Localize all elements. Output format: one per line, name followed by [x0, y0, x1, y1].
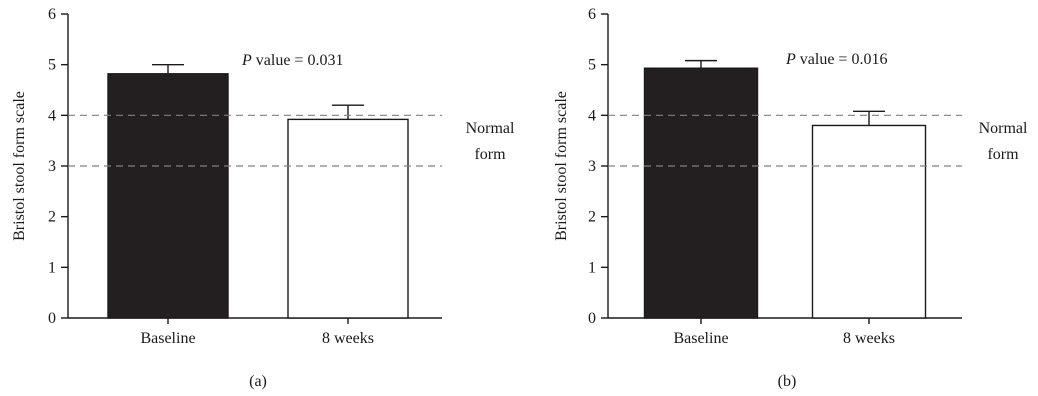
bar — [811, 124, 927, 319]
y-tick-label: 6 — [48, 6, 56, 23]
x-category-label: Baseline — [140, 330, 195, 347]
reference-band-label: Normal — [979, 120, 1028, 137]
p-value-annotation: P value = 0.016 — [785, 51, 887, 68]
panel-b: 0 1 2 3 4 5 6 Bristol stool form scale Baseline 8… — [553, 6, 1028, 390]
y-tick-label: 1 — [588, 259, 596, 276]
bar — [643, 67, 759, 319]
panel-a: 0 1 2 3 4 5 6 Bristol stool form scale Baseline 8… — [11, 6, 515, 390]
y-tick-label: 0 — [48, 310, 56, 327]
y-tick-label: 2 — [588, 209, 596, 226]
p-italic: P — [785, 51, 796, 68]
p-value-text: value = 0.031 — [252, 52, 344, 69]
y-tick-label: 6 — [588, 6, 596, 23]
x-category-label: 8 weeks — [322, 330, 374, 347]
reference-band-label: form — [987, 146, 1019, 163]
x-category-label: Baseline — [673, 330, 728, 347]
y-tick-label: 4 — [588, 107, 596, 124]
panel-label: (b) — [778, 373, 797, 390]
y-tick-label: 1 — [48, 259, 56, 276]
y-tick-label: 0 — [588, 310, 596, 327]
p-value-text: value = 0.016 — [796, 51, 888, 68]
bar — [107, 73, 229, 319]
reference-band-label: form — [474, 146, 506, 163]
panel-label: (a) — [249, 373, 267, 390]
y-tick-label: 3 — [588, 158, 596, 175]
p-italic: P — [241, 52, 252, 69]
reference-band-label: Normal — [466, 120, 515, 137]
y-tick-label: 3 — [48, 158, 56, 175]
bar — [287, 118, 409, 319]
y-tick-label: 4 — [48, 107, 56, 124]
p-value-annotation: P value = 0.031 — [241, 52, 343, 69]
y-tick-label: 5 — [588, 57, 596, 74]
y-axis-title: Bristol stool form scale — [553, 91, 570, 241]
x-category-label: 8 weeks — [843, 330, 895, 347]
y-tick-label: 5 — [48, 57, 56, 74]
y-axis-title: Bristol stool form scale — [11, 91, 28, 241]
y-tick-label: 2 — [48, 209, 56, 226]
